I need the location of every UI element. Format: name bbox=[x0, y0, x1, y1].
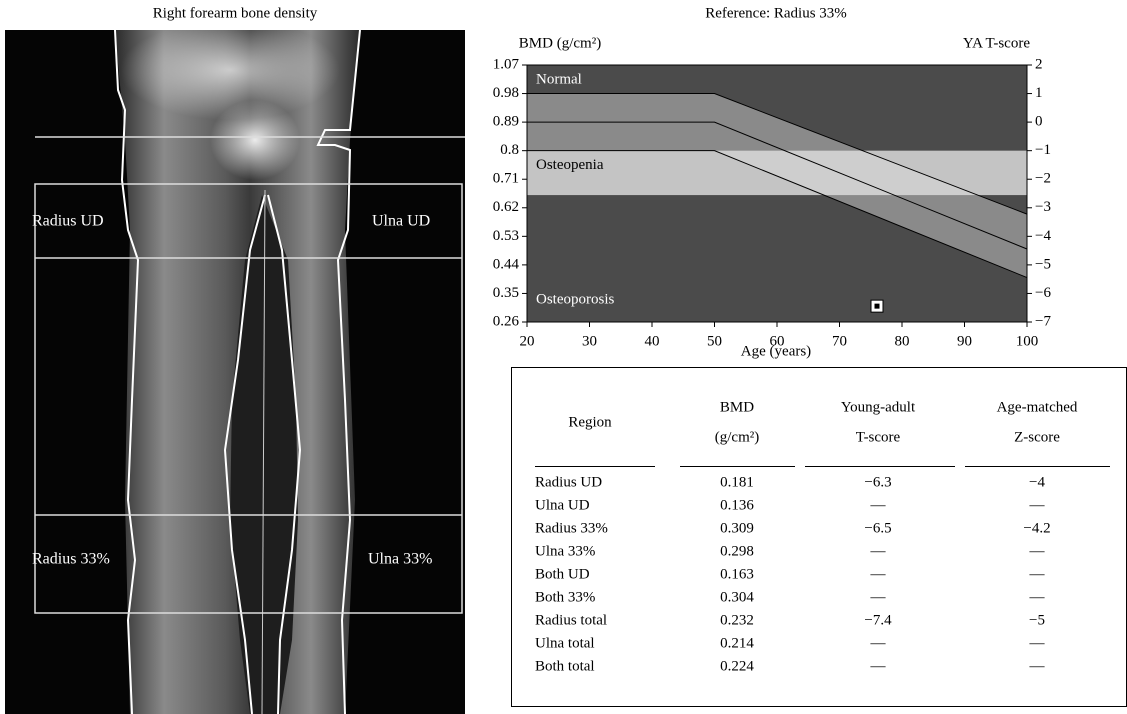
x-tick-label: 40 bbox=[645, 333, 660, 349]
table: Region BMD (g/cm²) Young-adult T-score Age-ma… bbox=[535, 399, 1110, 674]
table-cell: — bbox=[1029, 566, 1046, 582]
x-tick-label: 30 bbox=[582, 333, 597, 349]
y-tick-label: 0.44 bbox=[493, 256, 520, 272]
table-cell: — bbox=[1029, 497, 1046, 513]
table-cell: — bbox=[870, 635, 887, 651]
x-tick-label: 90 bbox=[957, 333, 972, 349]
row-label: Radius total bbox=[535, 612, 607, 628]
table-cell: −6.3 bbox=[864, 474, 891, 490]
y-tick-label: 0.8 bbox=[500, 142, 519, 158]
column-header: BMD bbox=[720, 399, 754, 415]
table-cell: 0.224 bbox=[720, 658, 754, 674]
column-header: Z-score bbox=[1014, 429, 1060, 445]
row-label: Both UD bbox=[535, 566, 590, 582]
column-header: Region bbox=[568, 414, 612, 430]
x-tick-label: 20 bbox=[520, 333, 535, 349]
y2-tick-label: 1 bbox=[1035, 85, 1043, 101]
carpal-glow bbox=[120, 20, 340, 120]
table-cell: — bbox=[1029, 543, 1046, 559]
joint-glow bbox=[210, 100, 300, 180]
table-cell: 0.232 bbox=[720, 612, 754, 628]
y-tick-label: 0.26 bbox=[493, 313, 520, 329]
row-label: Ulna total bbox=[535, 635, 595, 651]
x-tick-label: 50 bbox=[707, 333, 722, 349]
chart-title: Reference: Radius 33% bbox=[705, 5, 847, 21]
table-cell: — bbox=[1029, 658, 1046, 674]
patient-point-core bbox=[875, 304, 880, 309]
x-tick-label: 70 bbox=[832, 333, 847, 349]
table-cell: — bbox=[870, 658, 887, 674]
region-label: Radius UD bbox=[32, 213, 104, 230]
region-label: Radius 33% bbox=[32, 551, 110, 568]
y2-axis-label: YA T-score bbox=[963, 35, 1030, 51]
chart: Normal Osteopenia Osteoporosis 0.26 0.35 0.44… bbox=[493, 56, 1052, 349]
y-tick-label: 0.71 bbox=[493, 171, 519, 187]
table-cell: — bbox=[870, 566, 887, 582]
region-label: Osteopenia bbox=[536, 157, 604, 173]
region-label: Ulna UD bbox=[372, 213, 430, 230]
y-tick-label: 0.89 bbox=[493, 114, 519, 130]
column-header: Age-matched bbox=[997, 399, 1078, 415]
y2-tick-label: −2 bbox=[1035, 171, 1051, 187]
row-label: Both 33% bbox=[535, 589, 595, 605]
y-tick-label: 0.35 bbox=[493, 285, 519, 301]
x-tick-label: 80 bbox=[895, 333, 910, 349]
table-cell: −4 bbox=[1029, 474, 1045, 490]
region-label: Normal bbox=[536, 71, 582, 87]
table-cell: −5 bbox=[1029, 612, 1045, 628]
row-label: Radius 33% bbox=[535, 520, 608, 536]
page: Forearm bone density body { margin: 0; b… bbox=[0, 0, 1127, 714]
row-label: Ulna UD bbox=[535, 497, 590, 513]
y2-tick-label: −5 bbox=[1035, 256, 1051, 272]
y-tick-label: 0.98 bbox=[493, 85, 519, 101]
table-cell: 0.309 bbox=[720, 520, 754, 536]
y2-tick-label: −6 bbox=[1035, 285, 1051, 301]
column-header: Young-adult bbox=[841, 399, 916, 415]
x-tick-label: 60 bbox=[770, 333, 785, 349]
image-title: Right forearm bone density bbox=[153, 5, 318, 21]
xray-image: Radius UD Ulna UD Radius 33% Ulna 33% bbox=[5, 20, 465, 714]
y2-tick-label: −1 bbox=[1035, 142, 1051, 158]
y2-tick-label: −3 bbox=[1035, 199, 1051, 215]
y-tick-label: 1.07 bbox=[493, 56, 520, 72]
table-cell: — bbox=[1029, 589, 1046, 605]
row-label: Radius UD bbox=[535, 474, 602, 490]
table-cell: 0.298 bbox=[720, 543, 754, 559]
y2-tick-label: −7 bbox=[1035, 313, 1051, 329]
table-cell: −6.5 bbox=[864, 520, 891, 536]
table-cell: 0.181 bbox=[720, 474, 754, 490]
table-cell: 0.136 bbox=[720, 497, 754, 513]
table-cell: — bbox=[870, 589, 887, 605]
x-tick-label: 100 bbox=[1016, 333, 1039, 349]
y2-tick-label: −4 bbox=[1035, 228, 1051, 244]
table-cell: −7.4 bbox=[864, 612, 892, 628]
row-label: Both total bbox=[535, 658, 595, 674]
column-header: (g/cm²) bbox=[715, 429, 759, 445]
y2-tick-label: 0 bbox=[1035, 114, 1043, 130]
body: { "image": { "title": "Right forearm bon… bbox=[0, 0, 1127, 714]
table-cell: — bbox=[1029, 635, 1046, 651]
y-tick-label: 0.62 bbox=[493, 199, 519, 215]
y2-tick-label: 2 bbox=[1035, 56, 1043, 72]
y-axis-label: BMD (g/cm²) bbox=[519, 35, 601, 51]
column-header: T-score bbox=[856, 429, 901, 445]
y-tick-label: 0.53 bbox=[493, 228, 519, 244]
table-cell: — bbox=[870, 497, 887, 513]
table-cell: 0.214 bbox=[720, 635, 754, 651]
region-label: Ulna 33% bbox=[368, 551, 432, 568]
region-label: Osteoporosis bbox=[536, 291, 614, 307]
table-cell: 0.304 bbox=[720, 589, 754, 605]
row-label: Ulna 33% bbox=[535, 543, 595, 559]
table-cell: 0.163 bbox=[720, 566, 754, 582]
table-cell: — bbox=[870, 543, 887, 559]
table-cell: −4.2 bbox=[1023, 520, 1050, 536]
figure: Right forearm bone density Radius UD Uln… bbox=[0, 0, 1127, 714]
